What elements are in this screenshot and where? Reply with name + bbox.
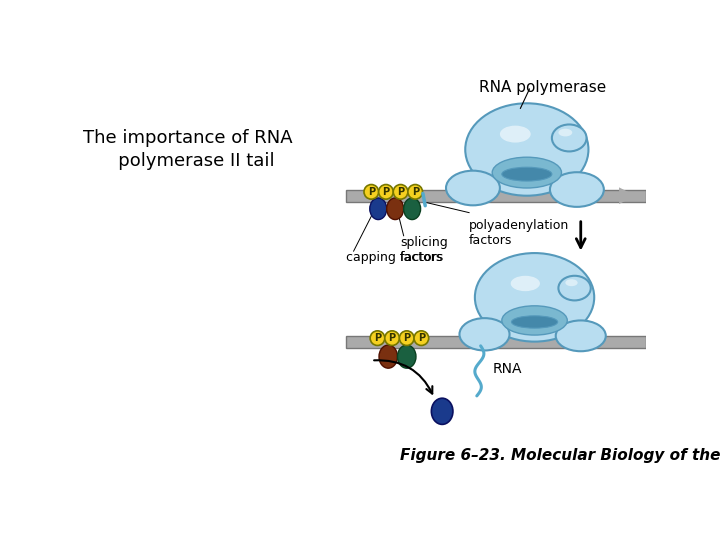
Circle shape	[364, 185, 379, 199]
Ellipse shape	[387, 198, 404, 220]
Ellipse shape	[556, 320, 606, 351]
Text: P: P	[368, 187, 375, 197]
Circle shape	[370, 331, 384, 346]
Text: Figure 6–23. Molecular Biology of the Ce: Figure 6–23. Molecular Biology of the Ce	[400, 448, 720, 463]
Text: P: P	[403, 333, 410, 343]
Text: splicing
factors: splicing factors	[400, 236, 448, 264]
Ellipse shape	[404, 198, 420, 220]
Ellipse shape	[492, 157, 562, 188]
Circle shape	[408, 185, 423, 199]
Circle shape	[414, 331, 428, 346]
Ellipse shape	[511, 316, 558, 328]
Circle shape	[393, 185, 408, 199]
Ellipse shape	[370, 198, 387, 220]
Ellipse shape	[397, 345, 416, 368]
Text: polyadenylation
factors: polyadenylation factors	[469, 219, 570, 247]
Text: P: P	[397, 187, 404, 197]
Ellipse shape	[510, 276, 540, 291]
Ellipse shape	[431, 398, 453, 424]
Ellipse shape	[500, 126, 531, 143]
Text: The importance of RNA
   polymerase II tail: The importance of RNA polymerase II tail	[84, 129, 293, 170]
Ellipse shape	[502, 306, 567, 335]
Text: P: P	[412, 187, 419, 197]
Ellipse shape	[565, 279, 577, 286]
Ellipse shape	[446, 171, 500, 205]
Ellipse shape	[502, 167, 552, 181]
Text: capping factors: capping factors	[346, 251, 443, 264]
Ellipse shape	[379, 345, 397, 368]
Ellipse shape	[465, 103, 588, 195]
FancyArrowPatch shape	[615, 187, 636, 204]
FancyArrowPatch shape	[374, 360, 432, 394]
Ellipse shape	[552, 125, 587, 151]
Text: P: P	[374, 333, 381, 343]
Text: P: P	[382, 187, 390, 197]
Ellipse shape	[459, 318, 510, 350]
Ellipse shape	[559, 276, 590, 300]
Ellipse shape	[475, 253, 594, 342]
FancyBboxPatch shape	[346, 190, 647, 202]
Ellipse shape	[550, 172, 604, 207]
Text: RNA polymerase: RNA polymerase	[480, 80, 607, 95]
Text: RNA: RNA	[492, 362, 522, 376]
Text: P: P	[389, 333, 396, 343]
Circle shape	[384, 331, 400, 346]
Circle shape	[379, 185, 393, 199]
Circle shape	[400, 331, 414, 346]
Ellipse shape	[559, 129, 572, 137]
Text: P: P	[418, 333, 425, 343]
FancyBboxPatch shape	[346, 336, 647, 348]
